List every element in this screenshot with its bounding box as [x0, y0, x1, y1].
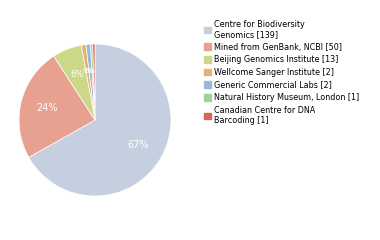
Wedge shape [90, 44, 95, 120]
Wedge shape [81, 45, 95, 120]
Wedge shape [54, 45, 95, 120]
Text: 67%: 67% [127, 140, 149, 150]
Wedge shape [93, 44, 95, 120]
Wedge shape [29, 44, 171, 196]
Wedge shape [19, 56, 95, 157]
Text: 0%: 0% [82, 68, 93, 74]
Text: 0%: 0% [85, 68, 96, 74]
Legend: Centre for Biodiversity
Genomics [139], Mined from GenBank, NCBI [50], Beijing G: Centre for Biodiversity Genomics [139], … [204, 19, 359, 125]
Text: 24%: 24% [36, 103, 58, 113]
Wedge shape [86, 44, 95, 120]
Text: 6%: 6% [70, 70, 84, 78]
